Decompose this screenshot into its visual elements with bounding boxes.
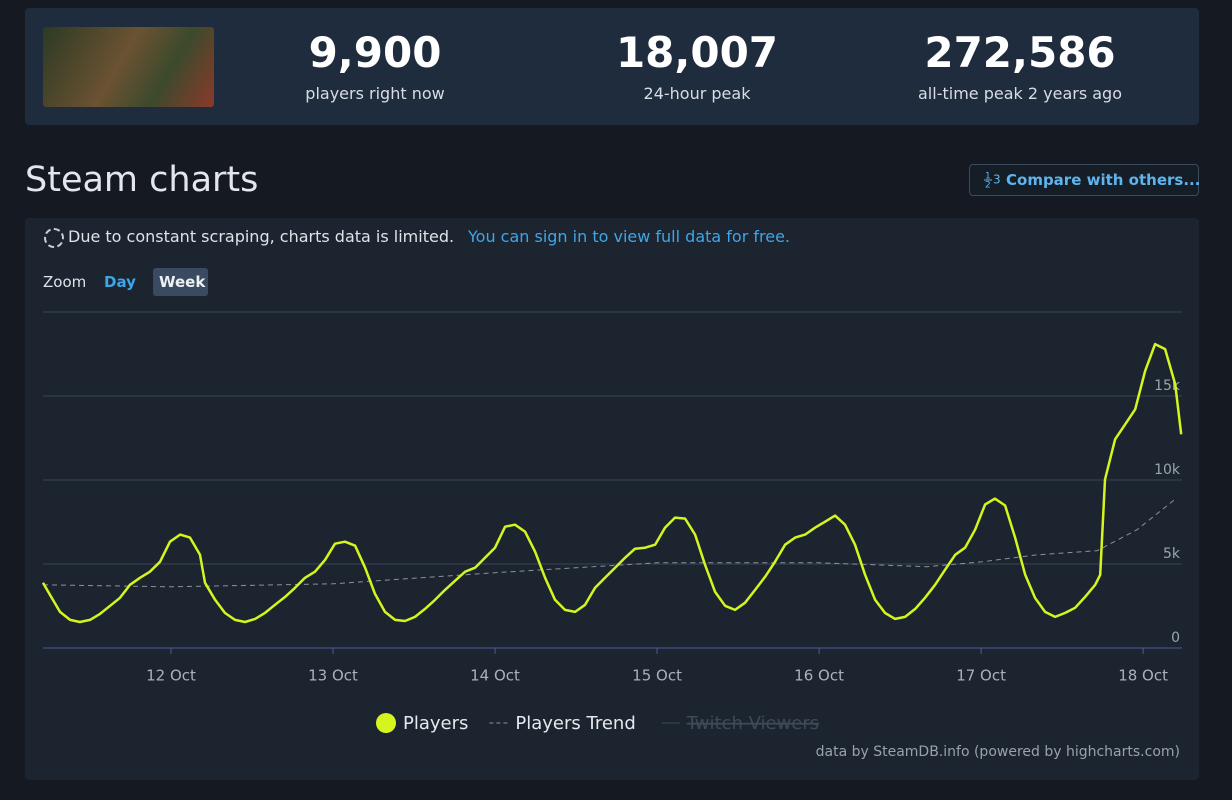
x-tick-label: 18 Oct <box>1118 667 1168 685</box>
stat-value: 272,586 <box>924 28 1116 77</box>
x-tick-label: 15 Oct <box>632 667 682 685</box>
compare-icon: 12 3 <box>984 172 1001 191</box>
svg-text:2: 2 <box>985 181 991 191</box>
stat-value: 18,007 <box>615 28 779 77</box>
zoom-week[interactable]: Week <box>159 273 206 291</box>
series-line <box>42 497 1178 588</box>
legend-symbol <box>376 713 396 733</box>
svg-text:3: 3 <box>993 173 1001 187</box>
notice-link[interactable]: You can sign in to view full data for fr… <box>468 227 790 246</box>
x-tick-label: 12 Oct <box>146 667 196 685</box>
y-tick-label: 10k <box>1154 462 1181 478</box>
zoom-day[interactable]: Day <box>104 273 136 291</box>
series-line <box>41 342 1183 624</box>
y-tick-label: 5k <box>1163 546 1181 562</box>
compare-text: Compare with others... <box>1006 171 1201 189</box>
zoom-label: Zoom <box>43 273 87 291</box>
legend-label: Players Trend <box>515 713 635 734</box>
stat-label: players right now <box>305 84 445 103</box>
credit: data by SteamDB.info (powered by highcha… <box>815 744 1180 760</box>
notice-icon <box>44 228 64 248</box>
x-tick-label: 14 Oct <box>470 667 520 685</box>
zoom-week-bg[interactable] <box>153 268 208 296</box>
legend-label: Players <box>403 713 468 734</box>
game-thumbnail[interactable] <box>43 27 214 107</box>
svg-text:1: 1 <box>985 172 991 182</box>
section-heading: Steam charts <box>25 160 259 200</box>
stat-label: 24-hour peak <box>643 84 751 103</box>
stat-value: 9,900 <box>308 28 442 77</box>
stat-label: all-time peak 2 years ago <box>918 84 1122 103</box>
notice-text: Due to constant scraping, charts data is… <box>68 227 455 246</box>
stats-panel <box>25 8 1199 125</box>
x-tick-label: 13 Oct <box>308 667 358 685</box>
y-tick-label: 0 <box>1171 630 1180 646</box>
x-tick-label: 17 Oct <box>956 667 1006 685</box>
x-tick-label: 16 Oct <box>794 667 844 685</box>
